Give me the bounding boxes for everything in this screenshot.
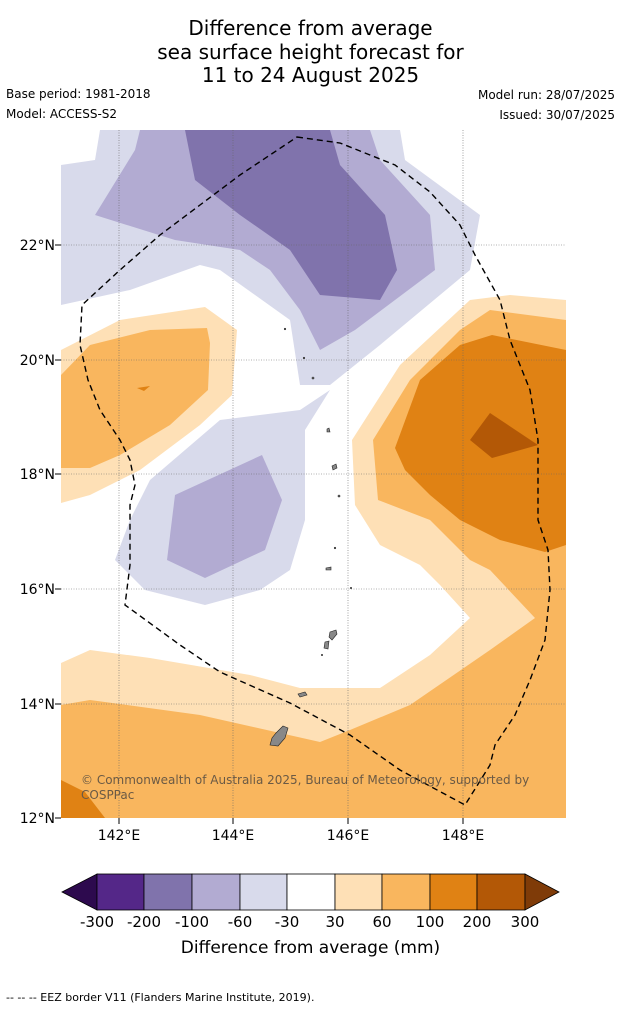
colorbar [61, 873, 560, 911]
colorbar-tick: -30 [274, 913, 300, 931]
contour-plus200 [470, 413, 538, 458]
contour-plus60-west [61, 328, 210, 468]
colorbar-tick: 300 [510, 913, 540, 931]
colorbar-swatch [429, 873, 478, 911]
colorbar-swatch [191, 873, 241, 911]
island-g [333, 546, 337, 550]
island-b [331, 463, 338, 471]
copyright-line-2: COSPPac [81, 788, 134, 802]
island-guam [269, 725, 289, 747]
islands [269, 327, 352, 747]
map-panel: © Commonwealth of Australia 2025, Bureau… [61, 130, 566, 818]
model-name: Model: ACCESS-S2 [6, 107, 118, 121]
colorbar-tick: -60 [227, 913, 253, 931]
axis-ticks [55, 244, 464, 824]
lat-label: 12°N [20, 811, 55, 827]
lat-label: 18°N [20, 467, 55, 483]
colorbar-swatch [96, 873, 145, 911]
colorbar-tick: -300 [79, 913, 115, 931]
colorbar-tick: 30 [325, 913, 345, 931]
title-line-3: 11 to 24 August 2025 [201, 63, 420, 87]
lon-labels: 142°E 144°E 146°E 148°E [98, 828, 485, 844]
title-line-1: Difference from average [188, 16, 433, 40]
model-run: Model run: 28/07/2025 [477, 88, 615, 102]
lat-label: 14°N [20, 697, 55, 713]
colorbar-swatch [239, 873, 288, 911]
colorbar-swatch [334, 873, 383, 911]
colorbar-swatch [381, 873, 431, 911]
colorbar-tick: -200 [126, 913, 162, 931]
contour-minus100 [185, 130, 397, 300]
lon-label: 146°E [327, 828, 370, 844]
title-line-2: sea surface height forecast for [157, 40, 464, 64]
contour-plus100-southwest [61, 780, 105, 818]
lat-label: 22°N [20, 238, 55, 254]
colorbar-tick: -100 [174, 913, 210, 931]
island-f [302, 356, 306, 360]
island-tinian [323, 640, 330, 650]
colorbar-tick: 60 [372, 913, 392, 931]
island-i [349, 586, 352, 589]
island-rota [297, 691, 308, 698]
contour-minus60-central [167, 455, 282, 578]
issued-date: Issued: 30/07/2025 [499, 108, 615, 122]
colorbar-swatch [286, 873, 336, 911]
lat-label: 16°N [20, 582, 55, 598]
island-c [326, 427, 331, 433]
colorbar-tick: 100 [415, 913, 445, 931]
colorbar-swatch [476, 873, 526, 911]
copyright-line-1: © Commonwealth of Australia 2025, Bureau… [81, 773, 529, 787]
lat-label: 20°N [20, 353, 55, 369]
eez-border [79, 136, 551, 806]
island-h [283, 327, 287, 331]
lon-label: 148°E [442, 828, 485, 844]
lon-label: 142°E [98, 828, 141, 844]
gridlines [61, 130, 566, 818]
base-period: Base period: 1981-2018 [6, 87, 151, 101]
contour-minus30-west [61, 265, 72, 282]
colorbar-tick: 200 [462, 913, 492, 931]
island-a [325, 566, 332, 571]
colorbar-swatch [143, 873, 193, 911]
island-saipan [328, 629, 338, 641]
lat-labels: 22°N 20°N 18°N 16°N 14°N 12°N [20, 238, 55, 827]
island-j [320, 653, 323, 656]
island-e [311, 376, 315, 380]
lon-label: 144°E [212, 828, 255, 844]
copyright-notice: © Commonwealth of Australia 2025, Bureau… [81, 773, 533, 802]
colorbar-extend-low [61, 873, 98, 911]
eez-legend-note: -- -- -- EEZ border V11 (Flanders Marine… [6, 991, 315, 1004]
contour-plus100-dot [137, 386, 150, 391]
colorbar-label: Difference from average (mm) [180, 938, 441, 958]
island-d [337, 494, 341, 498]
colorbar-extend-high [524, 873, 560, 911]
